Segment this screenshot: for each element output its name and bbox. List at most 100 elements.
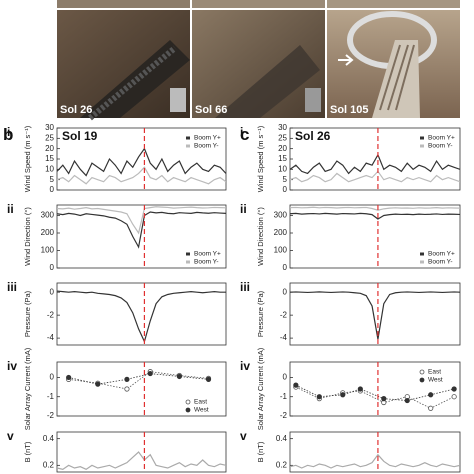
legend-marker	[420, 144, 424, 148]
y-axis-label: Wind Direction (°)	[23, 207, 32, 266]
panel-numeral: iv	[240, 359, 250, 373]
plot-area	[57, 206, 226, 249]
y-tick-label: 5	[283, 175, 288, 184]
panel-numeral: ii	[7, 202, 14, 216]
y-tick-label: 10	[45, 164, 54, 173]
plot-frame	[289, 282, 461, 346]
legend-marker	[186, 136, 190, 140]
y-tick-label: 0.4	[43, 434, 55, 443]
series-line	[290, 170, 460, 183]
legend-label: West	[194, 407, 209, 414]
plot-frame	[56, 431, 227, 473]
y-tick-label: 25	[278, 133, 287, 142]
chart-panel: v B (nT) 0.2 0.4	[7, 429, 227, 473]
series-line	[295, 386, 455, 409]
legend-marker	[186, 260, 190, 264]
photo-top	[57, 0, 190, 8]
series-line	[290, 291, 460, 340]
y-axis-label: Solar Array Current (mA)	[23, 347, 32, 430]
data-point	[124, 376, 130, 382]
data-point	[357, 386, 363, 392]
plot-area	[66, 369, 212, 392]
y-tick-label: -4	[47, 333, 55, 342]
panel-numeral: iii	[240, 280, 250, 294]
photo-label: Sol 66	[195, 104, 227, 116]
data-point	[147, 370, 153, 377]
y-axis-label: Pressure (Pa)	[256, 290, 265, 337]
legend-label: Boom Y+	[194, 135, 221, 142]
y-tick-label: -2	[280, 310, 288, 319]
series-line	[290, 212, 460, 220]
y-tick-label: 0	[50, 287, 55, 296]
data-point	[293, 382, 299, 388]
chart-title: Sol 26	[295, 129, 331, 143]
plot-area	[290, 206, 460, 220]
data-point	[451, 386, 457, 392]
y-tick-label: 0.2	[276, 460, 288, 469]
y-tick-label: -1	[280, 392, 288, 401]
legend-label: East	[428, 369, 441, 376]
y-tick-label: -2	[47, 310, 55, 319]
y-axis-label: B (nT)	[23, 441, 32, 462]
panel-numeral: v	[7, 429, 14, 443]
legend-marker	[186, 252, 190, 256]
y-axis-label: Pressure (Pa)	[23, 290, 32, 337]
y-tick-label: 200	[41, 228, 55, 237]
y-tick-label: 0	[50, 263, 55, 272]
data-point	[428, 405, 434, 411]
y-tick-label: 300	[274, 211, 288, 220]
plot-area	[290, 153, 460, 183]
photo-strip: Sol 26 Sol 66 Sol 105	[57, 0, 460, 121]
plot-frame	[56, 204, 227, 269]
y-tick-label: 5	[50, 175, 55, 184]
chart-panel: iii Pressure (Pa) -4 -2 0	[7, 280, 227, 346]
y-tick-label: 200	[274, 228, 288, 237]
y-tick-label: 30	[45, 123, 54, 132]
series-line	[57, 166, 226, 185]
series-line	[295, 384, 455, 401]
panel-numeral: iii	[7, 280, 17, 294]
legend-label: Boom Y-	[428, 143, 453, 150]
panel-numeral: i	[240, 125, 243, 139]
y-tick-label: 20	[45, 144, 54, 153]
series-line	[57, 211, 226, 249]
data-point	[404, 397, 410, 404]
legend-marker	[420, 252, 424, 256]
y-tick-label: 20	[278, 144, 287, 153]
y-tick-label: 300	[41, 211, 55, 220]
series-line	[68, 371, 209, 390]
y-tick-label: 0	[283, 185, 288, 194]
legend-label: Boom Y-	[194, 259, 219, 266]
plot-area	[290, 291, 460, 340]
chart-title: Sol 19	[62, 129, 98, 143]
data-point	[95, 381, 101, 387]
plot-area	[57, 290, 226, 344]
legend-marker	[186, 144, 190, 148]
series-line	[57, 206, 226, 235]
photo-label: Sol 105	[330, 104, 369, 116]
data-point	[205, 376, 212, 382]
legend-label: East	[194, 399, 207, 406]
y-tick-label: 0.2	[43, 460, 55, 469]
legend-marker	[420, 136, 424, 140]
legend-label: Boom Y+	[428, 135, 455, 142]
legend-marker	[420, 260, 424, 264]
y-tick-label: -1	[47, 392, 55, 401]
series-line	[68, 373, 209, 385]
legend-label: Boom Y+	[194, 251, 221, 258]
y-tick-label: 0	[283, 263, 288, 272]
y-tick-label: -2	[47, 411, 55, 420]
data-point	[124, 386, 130, 392]
data-point	[176, 373, 182, 380]
legend-label: Boom Y+	[428, 251, 455, 258]
legend-label: Boom Y-	[194, 143, 219, 150]
legend-label: Boom Y-	[428, 259, 453, 266]
plot-area	[293, 382, 457, 411]
legend-label: West	[428, 377, 443, 384]
y-axis-label: Wind Speed (m s⁻¹)	[23, 125, 32, 192]
plot-frame	[56, 361, 227, 417]
y-tick-label: 15	[45, 154, 54, 163]
